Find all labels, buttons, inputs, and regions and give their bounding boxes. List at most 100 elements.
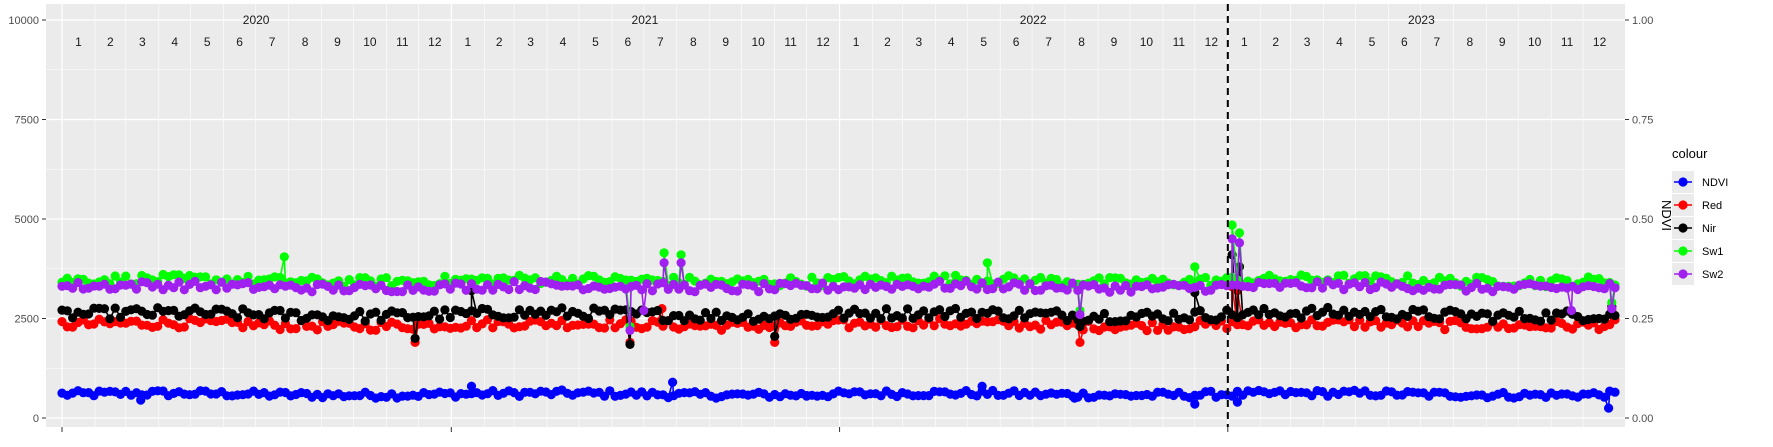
legend-label: Nir [1702, 223, 1716, 235]
data-point-sw2 [1566, 305, 1576, 316]
month-label: 5 [1369, 35, 1376, 49]
data-point-sw2 [504, 284, 514, 295]
month-label: 1 [464, 35, 471, 49]
data-point-nir [1535, 316, 1546, 326]
data-point-sw2 [817, 278, 828, 288]
data-point-sw2 [1610, 283, 1620, 293]
month-label: 11 [396, 35, 409, 49]
data-point-ndvi [1610, 387, 1620, 397]
data-point-sw2 [1062, 285, 1072, 295]
data-point-sw2 [217, 277, 227, 287]
data-point-nir [1014, 305, 1024, 315]
y-left-tick-label: 5000 [15, 214, 39, 226]
data-point-nir [924, 313, 934, 323]
data-point-nir [950, 303, 961, 314]
data-point-nir [972, 313, 982, 324]
data-point-nir [445, 312, 455, 323]
data-point-nir [1169, 308, 1179, 318]
data-point-nir [110, 303, 120, 313]
series-sw2 [57, 234, 1620, 335]
data-point-nir [1376, 304, 1386, 315]
data-point-sw2 [1227, 234, 1237, 244]
y-right-tick-label: 0.25 [1632, 314, 1653, 326]
legend-key-point [1678, 246, 1688, 256]
data-point-nir [876, 314, 886, 324]
data-point-nir [1434, 314, 1445, 324]
month-label: 9 [1111, 35, 1118, 49]
data-point-sw1 [1052, 274, 1062, 285]
legend-key-point [1678, 177, 1688, 187]
data-point-red [153, 321, 163, 331]
data-point-nir [232, 313, 243, 323]
data-point-nir [1546, 315, 1556, 325]
data-point-sw2 [1020, 285, 1030, 295]
data-point-sw2 [1067, 278, 1078, 288]
data-point-nir [881, 304, 892, 314]
month-label: 3 [527, 35, 534, 49]
data-point-red [1403, 322, 1413, 332]
data-point-nir [1195, 306, 1205, 316]
data-point-red [312, 325, 322, 335]
data-point-nir [259, 314, 269, 324]
y-right-axis-title: NDVI [1659, 200, 1674, 231]
data-point-sw2 [190, 276, 200, 286]
data-point-sw2 [68, 283, 78, 293]
month-label: 9 [722, 35, 729, 49]
legend-key-point [1678, 223, 1688, 233]
panel-background [46, 4, 1625, 427]
data-point-nir [1099, 308, 1109, 319]
data-point-sw2 [456, 279, 466, 289]
data-point-sw2 [445, 284, 455, 294]
data-point-nir [993, 306, 1003, 316]
data-point-sw2 [1456, 280, 1466, 290]
month-label: 11 [1561, 35, 1574, 49]
data-point-sw1 [659, 248, 669, 258]
data-point-sw2 [1317, 283, 1328, 293]
data-point-sw2 [639, 305, 649, 316]
data-point-sw2 [174, 277, 184, 287]
month-label: 2 [107, 35, 114, 49]
data-point-sw1 [201, 272, 211, 282]
data-point-sw2 [935, 276, 945, 286]
data-point-sw2 [397, 287, 407, 297]
month-label: 11 [784, 35, 797, 49]
series-group [57, 4, 1620, 427]
data-point-nir [410, 333, 420, 343]
month-label: 6 [625, 35, 632, 49]
data-point-sw2 [1307, 283, 1317, 293]
series-nir [57, 250, 1620, 349]
data-point-sw2 [1234, 238, 1245, 248]
data-point-red [371, 325, 381, 335]
data-point-nir [1323, 302, 1333, 313]
data-point-sw1 [1200, 272, 1211, 283]
month-label: 12 [428, 35, 442, 49]
month-label: 2 [1272, 35, 1279, 49]
data-point-sw1 [243, 271, 253, 281]
data-point-sw2 [429, 286, 439, 296]
data-point-nir [509, 312, 519, 322]
month-label: 8 [690, 35, 697, 49]
month-label: 1 [1241, 35, 1248, 49]
data-point-nir [903, 304, 913, 314]
data-point-nir [833, 305, 844, 315]
data-point-red [642, 322, 652, 332]
data-point-sw2 [732, 286, 743, 296]
y-right-tick-label: 1.00 [1632, 15, 1653, 27]
data-point-sw2 [307, 287, 317, 297]
data-point-red [1546, 323, 1556, 333]
month-label: 4 [948, 35, 955, 49]
data-point-nir [291, 308, 301, 318]
data-point-nir [557, 303, 567, 313]
data-point-nir [68, 313, 78, 323]
y-left-tick-label: 0 [33, 413, 39, 425]
data-point-nir [706, 313, 716, 324]
data-point-nir [695, 315, 705, 325]
data-point-nir [1541, 308, 1551, 318]
data-point-red [1440, 325, 1450, 335]
data-point-sw1 [1094, 273, 1104, 283]
data-point-nir [1514, 306, 1524, 316]
data-point-ndvi [1604, 403, 1614, 413]
data-point-sw2 [625, 325, 635, 335]
data-point-sw2 [637, 285, 647, 295]
